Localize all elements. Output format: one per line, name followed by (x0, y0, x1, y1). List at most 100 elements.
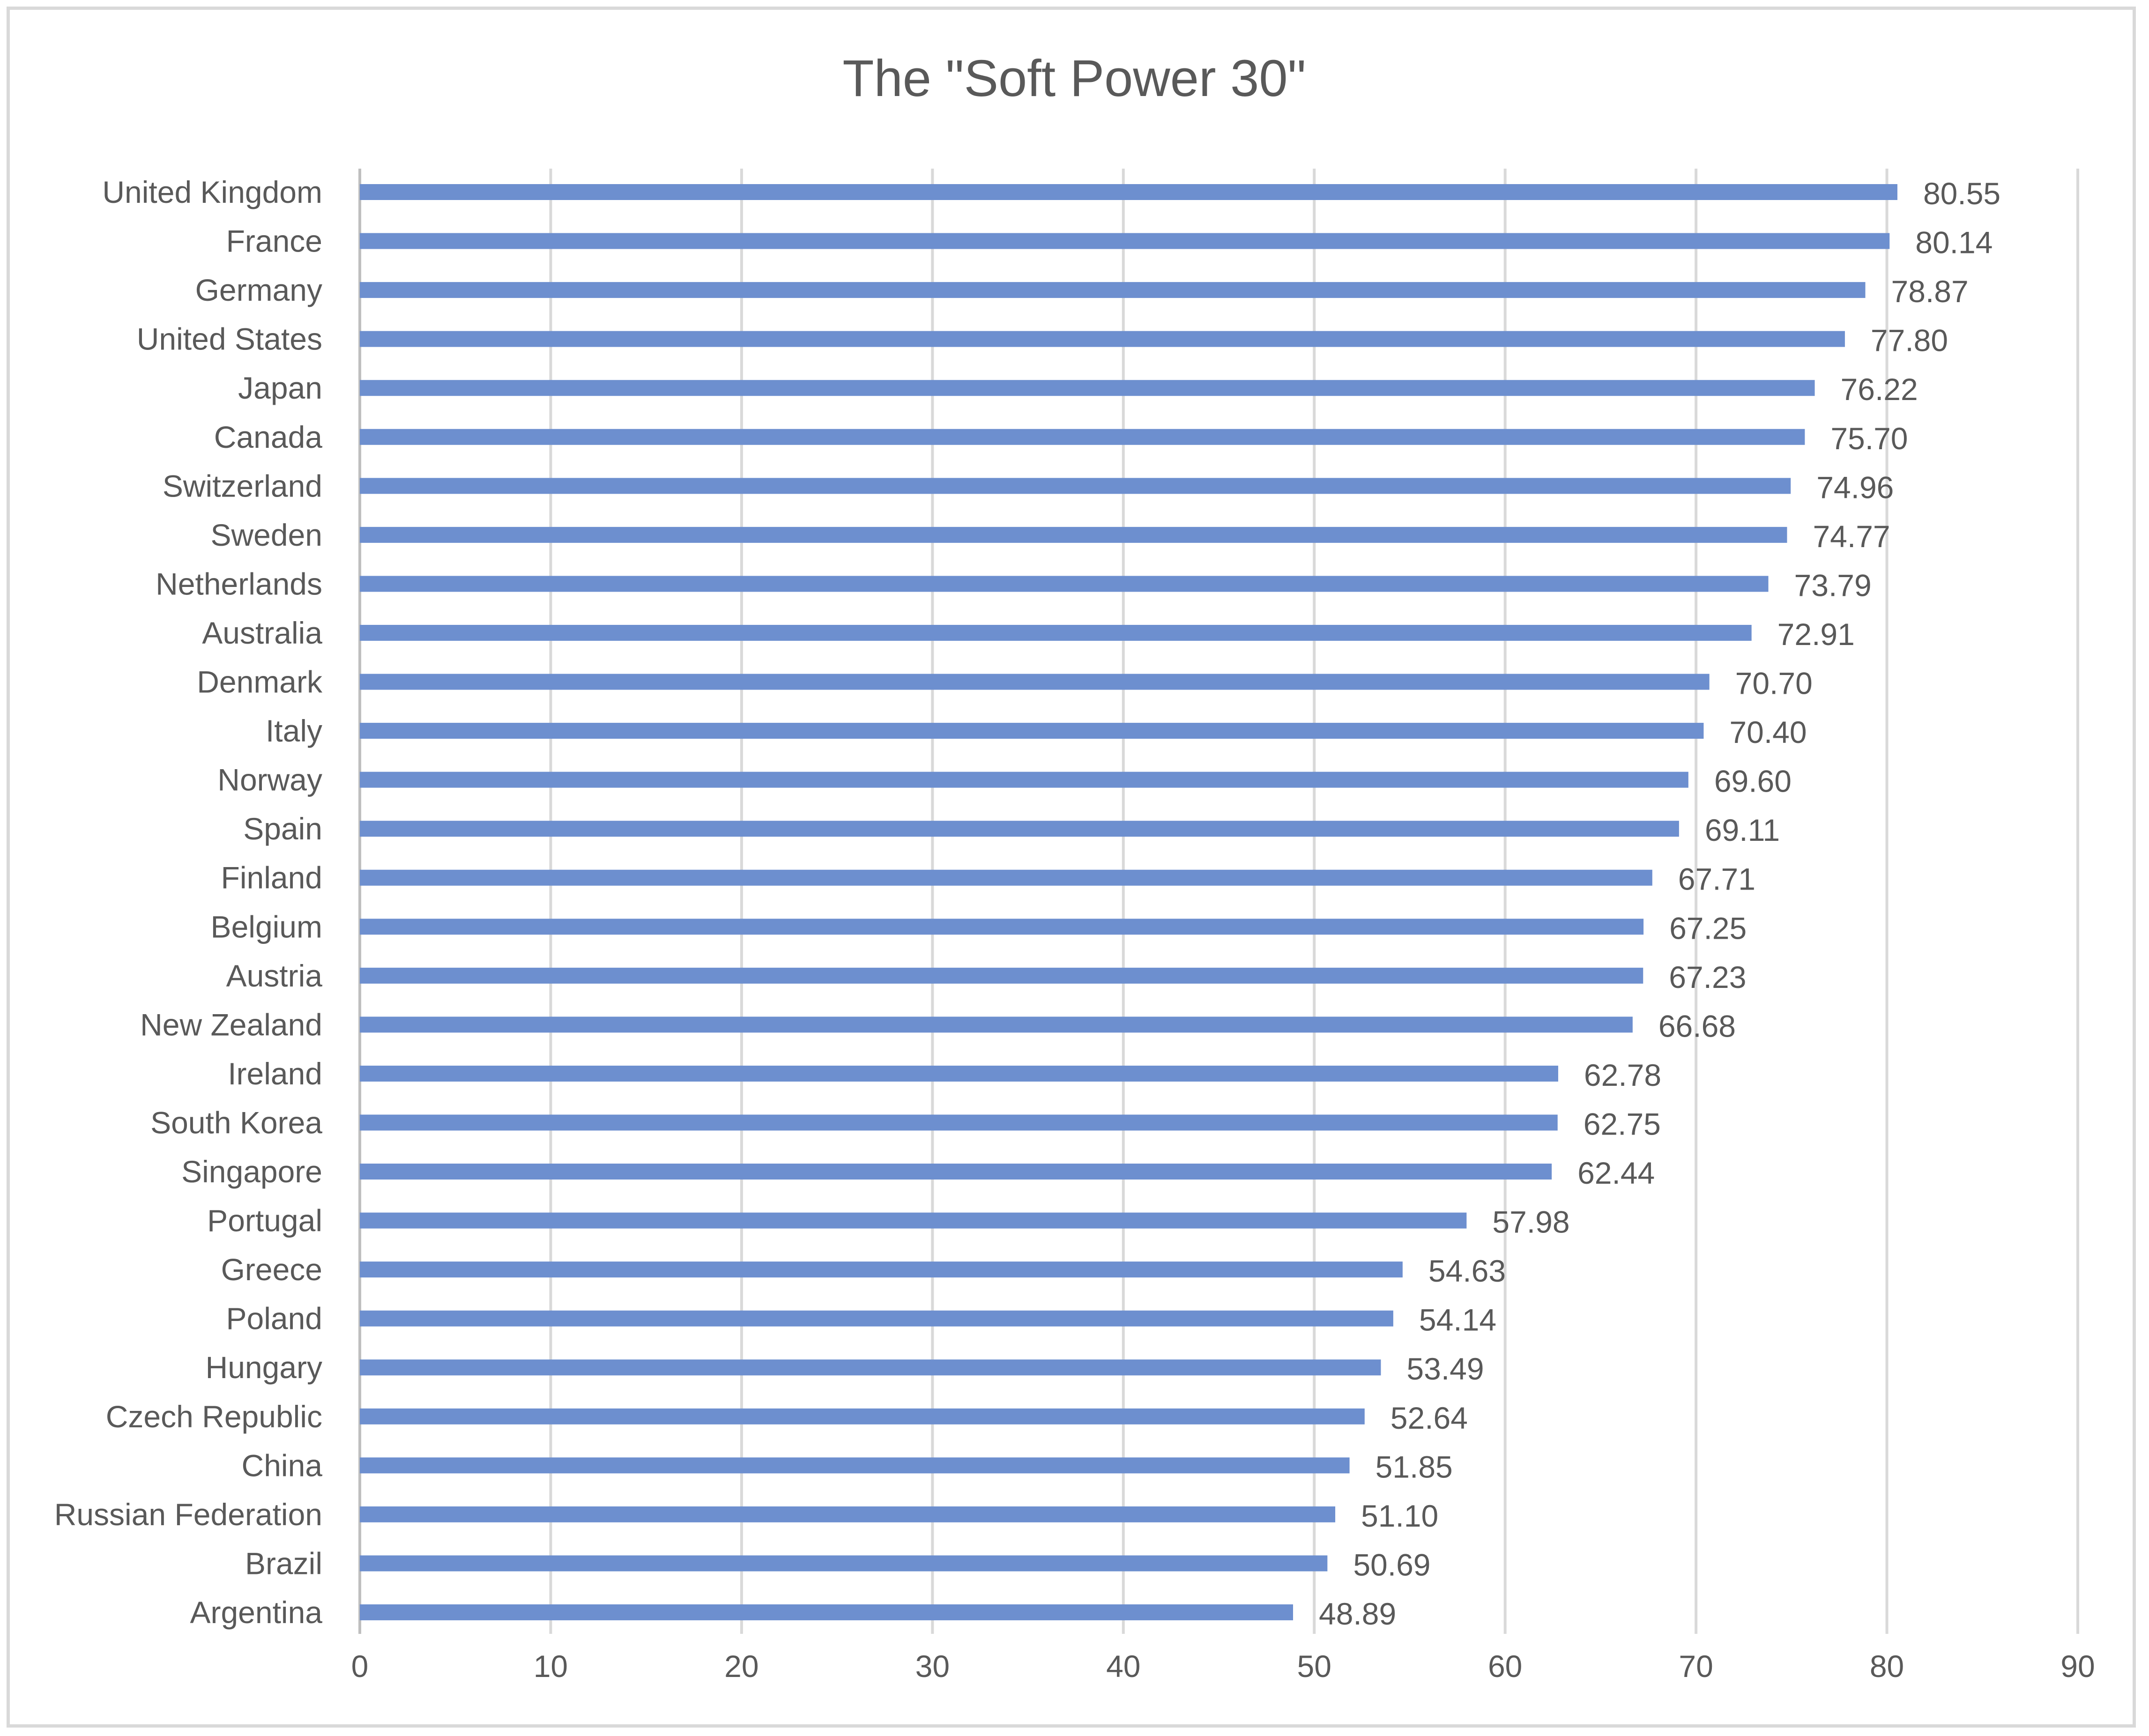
bars (360, 184, 1897, 1620)
data-label: 80.14 (1915, 225, 1993, 260)
chart-title: The "Soft Power 30" (842, 50, 1306, 107)
data-label: 62.75 (1584, 1106, 1661, 1141)
bar (360, 233, 1890, 249)
bar (360, 772, 1688, 788)
bar (360, 1408, 1365, 1424)
bar (360, 1164, 1552, 1180)
category-label: Brazil (245, 1546, 322, 1580)
category-label: Portugal (207, 1203, 322, 1238)
bar (360, 723, 1704, 739)
bar (360, 1555, 1328, 1572)
x-tick-label: 40 (1106, 1649, 1140, 1684)
category-label: Netherlands (156, 566, 322, 601)
x-tick-label: 0 (351, 1649, 369, 1684)
x-tick-label: 20 (724, 1649, 758, 1684)
data-label: 67.71 (1678, 862, 1755, 897)
bar (360, 184, 1897, 200)
gridlines (358, 169, 2079, 1634)
category-label: Denmark (197, 665, 323, 699)
bar (360, 1065, 1558, 1082)
data-label: 77.80 (1871, 323, 1948, 358)
category-label: United Kingdom (102, 175, 322, 209)
data-label: 80.55 (1923, 176, 2000, 211)
bar (360, 1212, 1467, 1229)
category-label: Japan (238, 371, 322, 405)
data-label: 62.44 (1577, 1156, 1655, 1190)
data-label: 67.25 (1669, 911, 1747, 945)
category-label: Switzerland (163, 468, 322, 503)
category-label: Hungary (206, 1350, 322, 1385)
bar (360, 380, 1815, 396)
x-tick-label: 30 (915, 1649, 950, 1684)
bar (360, 1457, 1350, 1474)
category-label: Finland (221, 861, 322, 895)
data-label: 50.69 (1353, 1547, 1430, 1582)
x-tick-label: 70 (1679, 1649, 1713, 1684)
data-label: 48.89 (1319, 1596, 1396, 1631)
data-label: 74.77 (1813, 519, 1890, 554)
category-label: Austria (226, 958, 323, 993)
bar (360, 527, 1787, 543)
data-label: 52.64 (1391, 1401, 1468, 1435)
bar (360, 1359, 1381, 1376)
bar (360, 478, 1791, 494)
bar (360, 1016, 1633, 1033)
data-label: 78.87 (1891, 274, 1969, 309)
bar (360, 1261, 1403, 1278)
category-label: Argentina (190, 1595, 322, 1630)
x-tick-label: 10 (534, 1649, 568, 1684)
bar (360, 674, 1710, 690)
bar (360, 1604, 1293, 1620)
bar (360, 1310, 1393, 1327)
data-label: 69.60 (1714, 764, 1792, 799)
data-label: 70.70 (1735, 666, 1813, 701)
category-label: Australia (202, 616, 322, 650)
data-label: 54.63 (1428, 1254, 1506, 1288)
category-label: Greece (221, 1252, 322, 1287)
category-label: Singapore (181, 1154, 322, 1189)
category-label: Italy (266, 713, 322, 748)
bar (360, 331, 1845, 347)
data-label: 70.40 (1729, 715, 1807, 749)
x-tick-label: 80 (1870, 1649, 1904, 1684)
category-label: Belgium (211, 909, 322, 944)
bar (360, 869, 1652, 886)
data-label: 51.10 (1361, 1499, 1438, 1533)
category-label: China (242, 1448, 323, 1483)
data-label: 76.22 (1841, 372, 1918, 407)
x-tick-label: 50 (1297, 1649, 1331, 1684)
data-label: 62.78 (1584, 1058, 1661, 1092)
category-label: Russian Federation (54, 1497, 322, 1532)
category-label: Norway (217, 763, 322, 797)
bar (360, 282, 1866, 298)
data-label: 73.79 (1794, 568, 1872, 602)
data-label: 75.70 (1830, 421, 1908, 456)
category-label: Spain (243, 811, 322, 846)
category-label: Poland (226, 1301, 322, 1336)
data-label: 66.68 (1658, 1009, 1736, 1043)
category-label: South Korea (150, 1105, 322, 1140)
category-labels: United Kingdom France Germany United States… (54, 175, 323, 1630)
data-label: 53.49 (1406, 1351, 1484, 1386)
category-label: United States (137, 322, 322, 356)
data-label: 54.14 (1419, 1303, 1496, 1337)
bar (360, 821, 1679, 837)
data-label: 74.96 (1816, 470, 1894, 504)
bar (360, 429, 1805, 445)
x-axis-tick-labels: 0 10 20 30 40 50 60 70 80 90 (351, 1649, 2095, 1684)
category-label: France (226, 224, 322, 259)
bar (360, 967, 1643, 984)
bar (360, 1114, 1558, 1131)
category-label: Canada (214, 420, 322, 454)
data-label: 72.91 (1777, 617, 1855, 652)
data-label: 51.85 (1376, 1449, 1453, 1484)
x-tick-label: 60 (1488, 1649, 1522, 1684)
category-label: Ireland (228, 1056, 322, 1091)
data-label: 67.23 (1669, 960, 1746, 994)
data-label: 57.98 (1492, 1205, 1569, 1239)
category-label: Germany (195, 273, 322, 307)
bar (360, 576, 1769, 592)
data-label: 69.11 (1705, 813, 1780, 847)
category-label: Czech Republic (106, 1399, 322, 1434)
